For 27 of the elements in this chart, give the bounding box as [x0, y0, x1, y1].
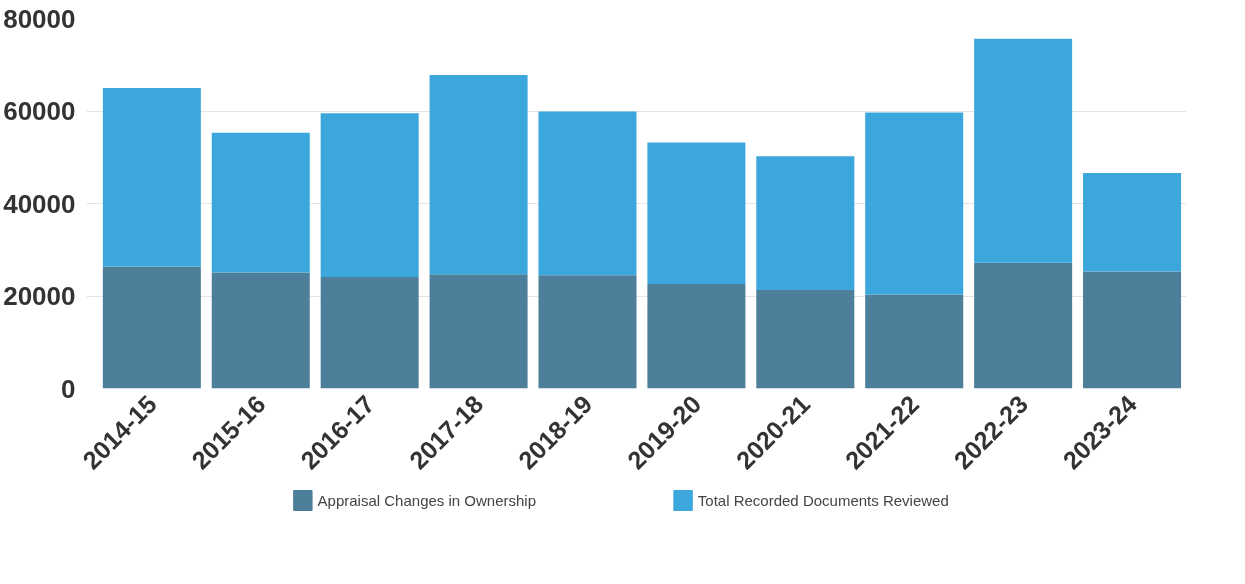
bar	[102, 87, 201, 267]
bar	[647, 283, 746, 389]
bar	[974, 262, 1073, 389]
bar	[320, 277, 419, 389]
bar	[429, 274, 528, 389]
bar	[538, 111, 637, 276]
y-tick-label: 20000	[3, 281, 76, 311]
bar	[756, 289, 855, 389]
bar	[647, 142, 746, 284]
bar	[865, 294, 964, 389]
legend-label: Total Recorded Documents Reviewed	[697, 492, 949, 509]
bar	[756, 156, 855, 290]
bar	[211, 132, 310, 273]
y-tick-label: 80000	[3, 3, 76, 34]
bar	[429, 74, 528, 275]
legend-label: Appraisal Changes in Ownership	[317, 492, 537, 509]
bar	[865, 112, 964, 295]
bar	[538, 275, 637, 389]
bar	[102, 266, 201, 389]
bar	[1083, 271, 1182, 389]
bar	[974, 38, 1073, 263]
y-tick-label: 0	[61, 373, 76, 404]
bar	[320, 113, 419, 278]
bar	[211, 272, 310, 389]
y-tick-label: 60000	[3, 96, 76, 126]
y-tick-label: 40000	[3, 188, 76, 219]
bar	[1083, 172, 1182, 272]
